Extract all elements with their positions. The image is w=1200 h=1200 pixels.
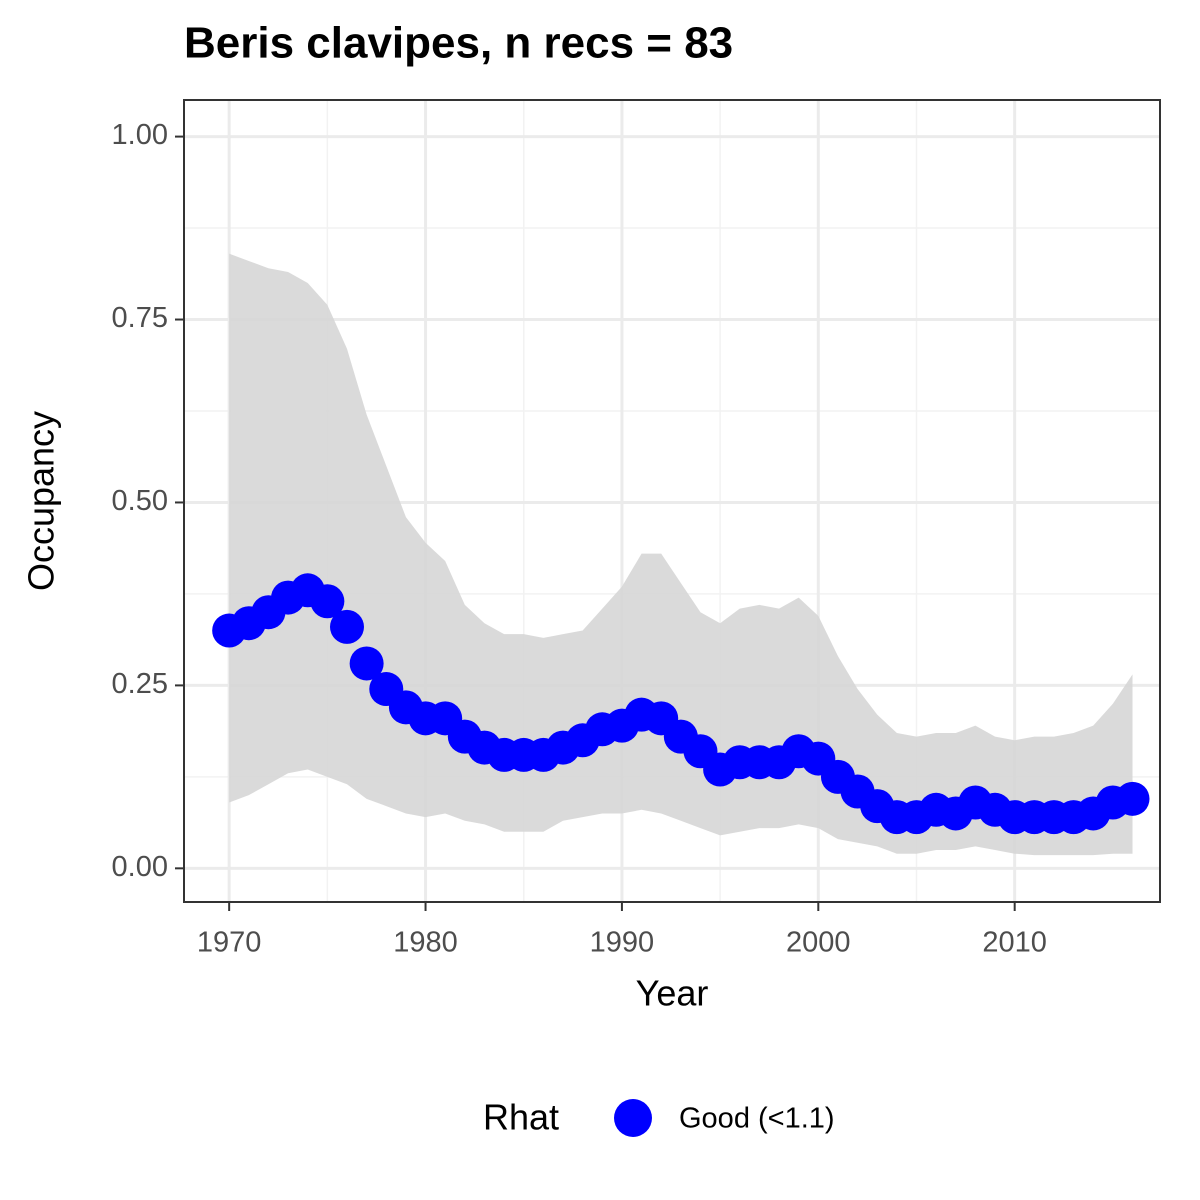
- x-tick-label: 2010: [982, 927, 1047, 959]
- legend-marker: [614, 1099, 652, 1137]
- point: [349, 646, 384, 681]
- legend-title: Rhat: [483, 1097, 559, 1138]
- y-tick-label: 0.50: [112, 485, 168, 517]
- x-tick-label: 1990: [590, 927, 655, 959]
- point: [1115, 781, 1150, 816]
- y-tick-label: 1.00: [112, 119, 168, 151]
- legend-label: Good (<1.1): [679, 1103, 835, 1135]
- x-tick-label: 1970: [197, 927, 262, 959]
- chart-title: Beris clavipes, n recs = 83: [184, 19, 733, 68]
- x-tick-label: 1980: [393, 927, 458, 959]
- y-tick-label: 0.25: [112, 668, 168, 700]
- y-tick-label: 0.00: [112, 851, 168, 883]
- x-tick-label: 2000: [786, 927, 851, 959]
- y-axis-title: Occupancy: [21, 411, 62, 591]
- plot-border: [183, 99, 1161, 903]
- x-axis-title: Year: [636, 973, 709, 1014]
- point: [329, 609, 364, 644]
- point: [310, 584, 345, 619]
- y-tick-label: 0.75: [112, 302, 168, 334]
